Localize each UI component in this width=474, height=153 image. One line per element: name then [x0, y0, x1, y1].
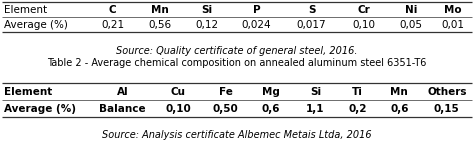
Text: Ti: Ti: [352, 87, 363, 97]
Text: 0,21: 0,21: [101, 20, 124, 30]
Text: 0,10: 0,10: [353, 20, 376, 30]
Text: 0,024: 0,024: [242, 20, 271, 30]
Text: Source: Quality certificate of general steel, 2016.: Source: Quality certificate of general s…: [116, 47, 358, 56]
Text: Cr: Cr: [358, 5, 371, 15]
Text: S: S: [308, 5, 315, 15]
Text: Element: Element: [4, 87, 52, 97]
Text: C: C: [109, 5, 117, 15]
Text: 0,017: 0,017: [297, 20, 327, 30]
Text: 0,56: 0,56: [148, 20, 171, 30]
Text: Average (%): Average (%): [4, 104, 76, 114]
Text: 0,6: 0,6: [390, 104, 409, 114]
Text: Average (%): Average (%): [4, 20, 68, 30]
Text: Cu: Cu: [171, 87, 186, 97]
Text: Mn: Mn: [391, 87, 408, 97]
Text: 0,6: 0,6: [261, 104, 280, 114]
Text: 0,01: 0,01: [441, 20, 464, 30]
Text: Fe: Fe: [219, 87, 233, 97]
Text: Al: Al: [117, 87, 128, 97]
Text: Table 2 - Average chemical composition on annealed aluminum steel 6351-T6: Table 2 - Average chemical composition o…: [47, 58, 427, 69]
Text: 0,2: 0,2: [348, 104, 366, 114]
Text: Source: Analysis certificate Albemec Metais Ltda, 2016: Source: Analysis certificate Albemec Met…: [102, 130, 372, 140]
Text: Si: Si: [310, 87, 321, 97]
Text: P: P: [253, 5, 260, 15]
Text: Balance: Balance: [99, 104, 146, 114]
Text: 0,10: 0,10: [165, 104, 191, 114]
Text: 0,05: 0,05: [400, 20, 423, 30]
Text: 1,1: 1,1: [306, 104, 325, 114]
Text: Others: Others: [427, 87, 466, 97]
Text: Ni: Ni: [405, 5, 418, 15]
Text: Mn: Mn: [151, 5, 168, 15]
Text: Si: Si: [201, 5, 212, 15]
Text: Element: Element: [4, 5, 47, 15]
Text: 0,15: 0,15: [434, 104, 460, 114]
Text: 0,50: 0,50: [213, 104, 239, 114]
Text: Mo: Mo: [444, 5, 462, 15]
Text: 0,12: 0,12: [195, 20, 218, 30]
Text: Mg: Mg: [262, 87, 280, 97]
